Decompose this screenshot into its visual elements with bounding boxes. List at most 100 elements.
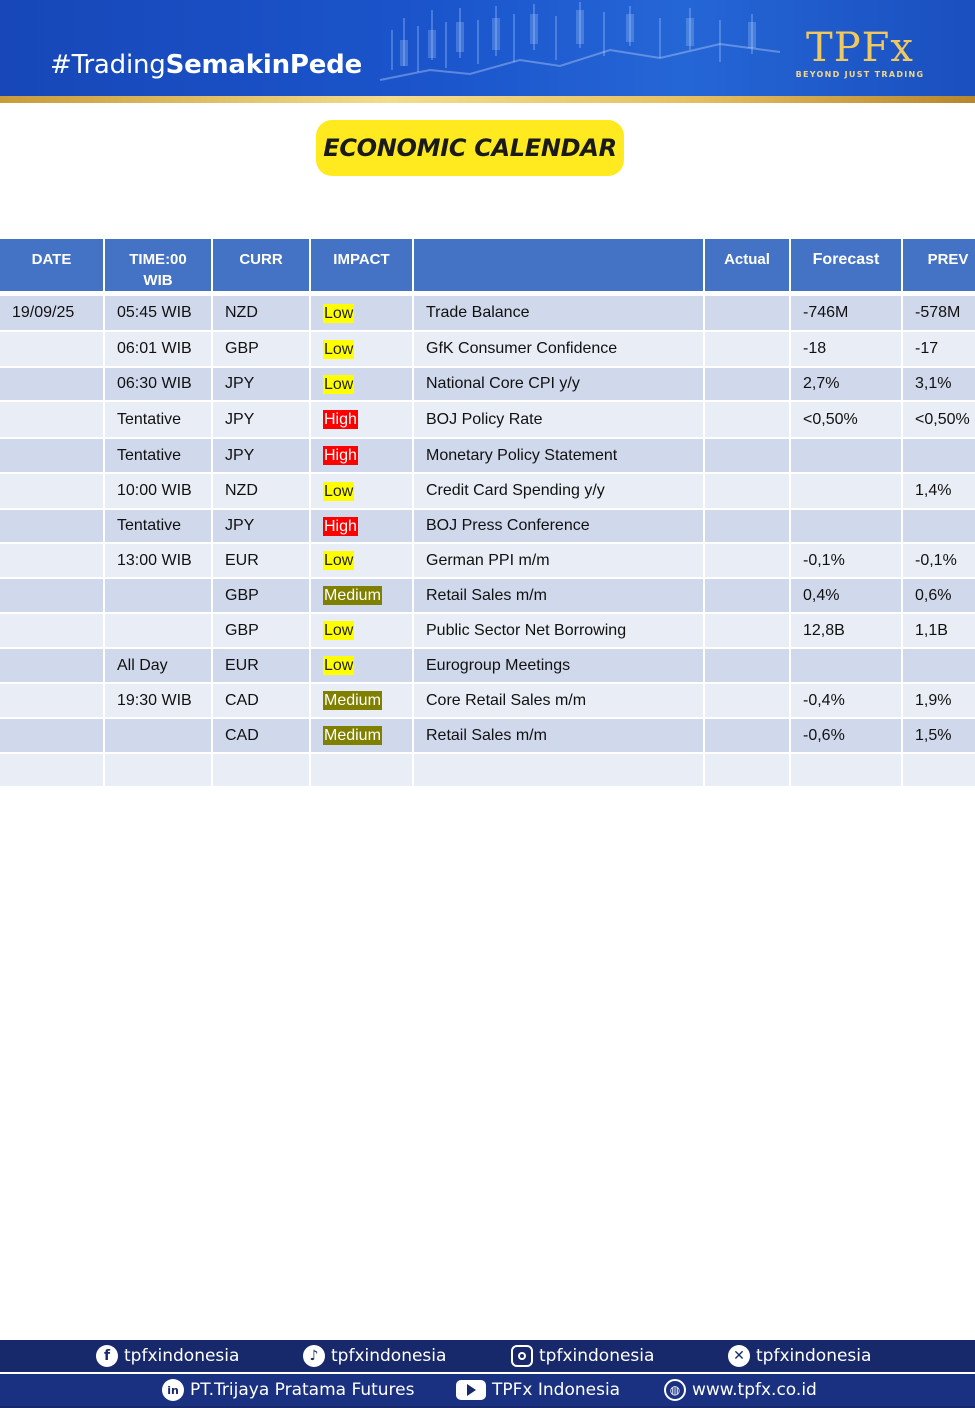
- cell-prev: 3,1%: [903, 368, 975, 402]
- cell-event: Core Retail Sales m/m: [414, 684, 703, 719]
- impact-badge: High: [323, 410, 358, 429]
- cell-date: 19/09/25: [0, 296, 103, 332]
- impact-badge: Medium: [323, 586, 382, 605]
- cell-impact: Medium: [311, 684, 412, 719]
- cell-currency: [213, 754, 309, 788]
- economic-calendar-table: DATE TIME:00 WIB CURR IMPACT Actual Fore…: [0, 239, 975, 788]
- logo-wordmark: TPFx: [806, 25, 914, 71]
- cell-forecast: -746M: [791, 296, 901, 332]
- footer-youtube-link[interactable]: TPFx Indonesia: [456, 1374, 620, 1406]
- table-row: 06:01 WIB GBP Low GfK Consumer Confidence -1…: [0, 332, 975, 368]
- cell-event: Credit Card Spending y/y: [414, 474, 703, 510]
- cell-impact: Medium: [311, 719, 412, 754]
- footer-instagram-link[interactable]: tpfxindonesia: [511, 1340, 654, 1372]
- cell-actual: [705, 649, 789, 684]
- col-header-time: TIME:00 WIB: [105, 239, 211, 296]
- cell-actual: [705, 402, 789, 439]
- cell-currency: GBP: [213, 614, 309, 649]
- col-header-prev: PREV: [903, 239, 975, 296]
- cell-actual: [705, 719, 789, 754]
- cell-forecast: -0,4%: [791, 684, 901, 719]
- footer-contact-row: in PT.Trijaya Pratama Futures TPFx Indon…: [0, 1374, 975, 1406]
- cell-event: German PPI m/m: [414, 544, 703, 579]
- cell-prev: [903, 754, 975, 788]
- footer-divider: [0, 1372, 975, 1374]
- col-header-time-line1: TIME:00: [129, 251, 187, 268]
- col-header-time-line2: WIB: [143, 272, 173, 289]
- col-header-impact: IMPACT: [311, 239, 412, 296]
- cell-forecast: [791, 754, 901, 788]
- cell-currency: EUR: [213, 649, 309, 684]
- cell-impact: Low: [311, 614, 412, 649]
- cell-impact: [311, 754, 412, 788]
- impact-badge: High: [323, 446, 358, 465]
- footer-website-text: www.tpfx.co.id: [692, 1380, 817, 1400]
- impact-badge: Low: [323, 303, 355, 323]
- col-header-curr: CURR: [213, 239, 309, 296]
- cell-time: 05:45 WIB: [105, 296, 211, 332]
- impact-badge: Medium: [323, 726, 382, 745]
- cell-forecast: 0,4%: [791, 579, 901, 614]
- cell-date: [0, 719, 103, 754]
- footer-instagram-text: tpfxindonesia: [539, 1346, 655, 1366]
- cell-prev: [903, 649, 975, 684]
- footer-tiktok-link[interactable]: ♪ tpfxindonesia: [303, 1340, 446, 1372]
- cell-impact: Medium: [311, 579, 412, 614]
- globe-icon: ◍: [664, 1379, 686, 1401]
- cell-actual: [705, 510, 789, 544]
- cell-event: Retail Sales m/m: [414, 579, 703, 614]
- cell-prev: -17: [903, 332, 975, 368]
- cell-prev: 1,9%: [903, 684, 975, 719]
- gold-divider: [0, 96, 975, 103]
- cell-prev: 1,4%: [903, 474, 975, 510]
- cell-impact: Low: [311, 368, 412, 402]
- cell-impact: Low: [311, 649, 412, 684]
- cell-prev: <0,50%: [903, 402, 975, 439]
- col-header-actual: Actual: [705, 239, 789, 296]
- cell-impact: High: [311, 510, 412, 544]
- cell-impact: High: [311, 439, 412, 474]
- tiktok-icon: ♪: [303, 1345, 325, 1367]
- cell-currency: CAD: [213, 684, 309, 719]
- table-row: Tentative JPY High Monetary Policy Statemen…: [0, 439, 975, 474]
- footer-x-text: tpfxindonesia: [756, 1346, 872, 1366]
- title-badge: ECONOMIC CALENDAR: [316, 120, 624, 176]
- table-row: Tentative JPY High BOJ Press Conference: [0, 510, 975, 544]
- cell-event: [414, 754, 703, 788]
- table-row: Tentative JPY High BOJ Policy Rate <0,50% <0,…: [0, 402, 975, 439]
- footer-social-row: f tpfxindonesia ♪ tpfxindonesia tpfxindo…: [0, 1340, 975, 1372]
- impact-badge: High: [323, 516, 358, 536]
- table-row: All Day EUR Low Eurogroup Meetings: [0, 649, 975, 684]
- footer-facebook-link[interactable]: f tpfxindonesia: [96, 1340, 239, 1372]
- cell-currency: EUR: [213, 544, 309, 579]
- col-header-forecast: Forecast: [791, 239, 901, 296]
- table-row: 19/09/25 05:45 WIB NZD Low Trade Balance -746…: [0, 296, 975, 332]
- cell-time: 06:01 WIB: [105, 332, 211, 368]
- cell-time: Tentative: [105, 439, 211, 474]
- cell-event: BOJ Policy Rate: [414, 402, 703, 439]
- cell-time: [105, 719, 211, 754]
- cell-forecast: [791, 510, 901, 544]
- header-banner: #TradingSemakinPede TPFx BEYOND JUST TRA…: [0, 0, 975, 103]
- cell-time: [105, 754, 211, 788]
- footer-x-link[interactable]: ✕ tpfxindonesia: [728, 1340, 871, 1372]
- cell-actual: [705, 579, 789, 614]
- page-title: ECONOMIC CALENDAR: [323, 134, 617, 162]
- cell-date: [0, 649, 103, 684]
- cell-date: [0, 510, 103, 544]
- cell-prev: [903, 439, 975, 474]
- cell-actual: [705, 439, 789, 474]
- cell-actual: [705, 332, 789, 368]
- cell-forecast: -0,1%: [791, 544, 901, 579]
- col-header-event: [414, 239, 703, 296]
- cell-currency: JPY: [213, 402, 309, 439]
- cell-event: GfK Consumer Confidence: [414, 332, 703, 368]
- cell-impact: Low: [311, 544, 412, 579]
- table-row: GBP Low Public Sector Net Borrowing 12,8B 1,…: [0, 614, 975, 649]
- table-row: 10:00 WIB NZD Low Credit Card Spending y/y 1…: [0, 474, 975, 510]
- x-icon: ✕: [728, 1345, 750, 1367]
- cell-time: [105, 614, 211, 649]
- footer-linkedin-link[interactable]: in PT.Trijaya Pratama Futures: [162, 1374, 414, 1406]
- footer-website-link[interactable]: ◍ www.tpfx.co.id: [664, 1374, 817, 1406]
- cell-prev: -0,1%: [903, 544, 975, 579]
